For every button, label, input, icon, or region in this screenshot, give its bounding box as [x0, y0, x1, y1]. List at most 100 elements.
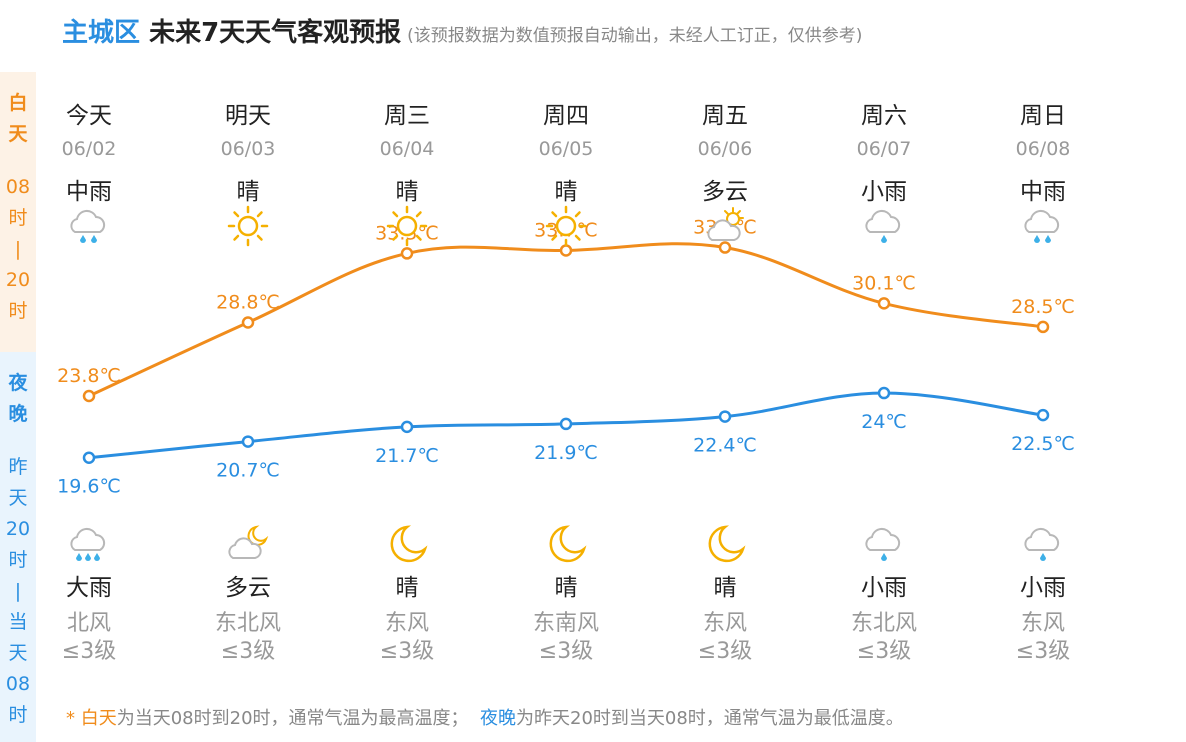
sidebar-night-label: 夜 晚: [8, 372, 28, 425]
footer-note: * 白天为当天08时到20时，通常气温为最高温度； 夜晚为昨天20时到当天08时…: [66, 708, 904, 729]
title-note: (该预报数据为数值预报自动输出，未经人工订正，仅供参考): [407, 26, 863, 46]
day-date: 06/02: [61, 138, 117, 160]
sun-icon: [226, 204, 270, 248]
day-name: 周六: [861, 103, 907, 129]
low-temp-label: 21.9℃: [534, 442, 598, 464]
footer-day-word: 白天: [80, 708, 117, 729]
low-temp-point: [718, 410, 732, 423]
high-temp-point: [400, 247, 414, 260]
day-date: 06/04: [379, 138, 435, 160]
day-date: 06/05: [538, 138, 594, 160]
low-temp-label: 22.4℃: [693, 435, 757, 457]
wind-direction: 东北风: [214, 611, 281, 636]
low-temp-point: [1036, 408, 1050, 422]
sidebar-day-label: 白 天: [8, 92, 28, 145]
wind-direction: 东风: [384, 611, 429, 636]
title-text: 未来7天天气客观预报: [140, 18, 402, 48]
night-weather: 多云: [225, 575, 271, 601]
moon-icon: [385, 522, 429, 566]
sidebar-day: 白 天 08 时 | 20 时: [0, 72, 36, 352]
high-temp-label: 28.8℃: [216, 292, 280, 314]
day-date: 06/03: [220, 138, 276, 160]
low-temp-point: [559, 417, 573, 431]
low-temp-point: [241, 435, 255, 448]
day-weather: 小雨: [861, 179, 907, 205]
wind-level: ≤3级: [1015, 639, 1071, 664]
day-weather: 中雨: [1020, 179, 1066, 205]
low-temp-point: [877, 386, 891, 400]
wind-info: 东风 ≤3级: [646, 610, 804, 666]
rain-heavy-icon: [67, 522, 111, 566]
low-temp-label: 22.5℃: [1011, 433, 1075, 455]
high-temp-label: 28.5℃: [1011, 296, 1075, 318]
footer-day-text: 为当天08时到20时，通常气温为最高温度；: [116, 708, 469, 729]
sidebar-night-time: 昨天 20 时 | 当天 08 时: [5, 456, 31, 726]
page-title: 主城区 未来7天天气客观预报 (该预报数据为数值预报自动输出，未经人工订正，仅供参…: [62, 12, 862, 49]
low-temp-label: 20.7℃: [216, 460, 280, 482]
rain-moderate-icon: [67, 204, 111, 248]
wind-direction: 东风: [702, 611, 747, 636]
low-temp-point: [400, 420, 414, 434]
day-name: 周日: [1020, 103, 1066, 129]
wind-direction: 北风: [66, 611, 111, 636]
footer-night-text: 为昨天20时到当天08时，通常气温为最低温度。: [516, 708, 904, 729]
rain-moderate-icon: [1021, 204, 1065, 248]
wind-info: 东风 ≤3级: [328, 610, 486, 666]
wind-info: 东北风 ≤3级: [805, 610, 963, 666]
night-weather: 小雨: [1020, 575, 1066, 601]
day-name: 明天: [225, 103, 271, 129]
day-weather: 晴: [554, 179, 578, 205]
cloud-moon-icon: [226, 522, 270, 566]
high-temp-label: 30.1℃: [852, 272, 916, 294]
wind-level: ≤3级: [538, 639, 594, 664]
day-name: 周三: [384, 103, 430, 129]
cloud-sun-icon: [703, 204, 747, 248]
wind-info: 北风 ≤3级: [10, 610, 168, 666]
day-weather: 多云: [702, 179, 748, 205]
wind-level: ≤3级: [379, 639, 435, 664]
wind-level: ≤3级: [220, 639, 276, 664]
wind-direction: 东南风: [532, 611, 599, 636]
wind-direction: 东北风: [850, 611, 917, 636]
night-weather: 小雨: [861, 575, 907, 601]
day-date: 06/07: [856, 138, 912, 160]
sun-icon: [385, 204, 429, 248]
high-temp-point: [1036, 320, 1050, 334]
wind-direction: 东风: [1020, 611, 1065, 636]
sun-icon: [544, 204, 588, 248]
high-temp-line: [88, 242, 1044, 398]
moon-icon: [703, 522, 747, 566]
high-temp-point: [82, 389, 96, 403]
night-weather: 晴: [554, 575, 578, 601]
night-weather: 晴: [395, 575, 419, 601]
low-temp-point: [82, 451, 96, 464]
wind-level: ≤3级: [697, 639, 753, 664]
night-weather: 晴: [713, 575, 737, 601]
rain-light-icon: [862, 204, 906, 248]
high-temp-point: [241, 316, 255, 329]
day-weather: 中雨: [66, 179, 112, 205]
sidebar-night: 夜 晚 昨天 20 时 | 当天 08 时: [0, 352, 36, 742]
wind-info: 东南风 ≤3级: [487, 610, 645, 666]
wind-level: ≤3级: [856, 639, 912, 664]
sidebar-day-time: 08 时 | 20 时: [5, 176, 31, 322]
wind-info: 东北风 ≤3级: [169, 610, 327, 666]
rain-light-icon: [1021, 522, 1065, 566]
city-name: 主城区: [62, 18, 141, 48]
wind-level: ≤3级: [61, 639, 117, 664]
moon-icon: [544, 522, 588, 566]
low-temp-label: 21.7℃: [375, 445, 439, 467]
day-weather: 晴: [236, 179, 260, 205]
day-name: 周五: [702, 103, 748, 129]
day-name: 周四: [543, 103, 589, 129]
day-date: 06/08: [1015, 138, 1071, 160]
rain-light-icon: [862, 522, 906, 566]
day-weather: 晴: [395, 179, 419, 205]
low-temp-label: 24℃: [861, 411, 907, 433]
wind-info: 东风 ≤3级: [964, 610, 1122, 666]
high-temp-point: [718, 241, 732, 254]
night-weather: 大雨: [66, 575, 112, 601]
high-temp-label: 23.8℃: [57, 365, 121, 387]
footer-night-word: 夜晚: [480, 708, 516, 729]
